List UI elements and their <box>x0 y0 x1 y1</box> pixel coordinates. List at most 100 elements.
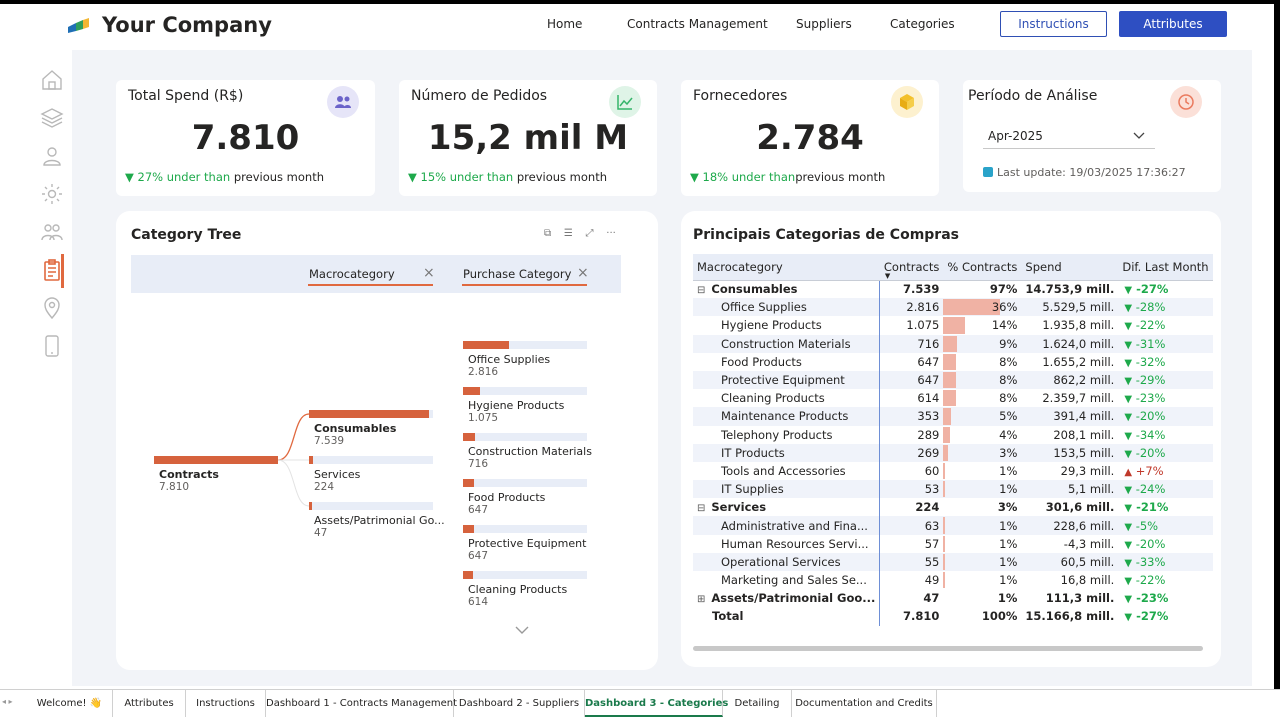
matrix-row[interactable]: Cleaning Products 614 8% 2.359,7 mill. ▼ -23… <box>693 389 1213 408</box>
matrix-row[interactable]: Human Resources Servi... 57 1% -4,3 mill. ▼ … <box>693 534 1213 553</box>
matrix-cell-name: ⊞ Assets/Patrimonial Goo... <box>697 591 876 606</box>
tree-bar <box>463 571 473 579</box>
matrix-cell-spend: 862,2 mill. <box>1021 370 1119 390</box>
remove-level-icon[interactable]: × <box>577 265 589 281</box>
expand-collapse-icon[interactable]: ⊟ <box>697 285 706 297</box>
matrix-cell-contracts: 716 <box>879 334 944 353</box>
period-dropdown[interactable]: Apr-2025 <box>983 123 1155 149</box>
matrix-cell-pct: 3% <box>997 500 1018 515</box>
matrix-row[interactable]: Hygiene Products 1.075 14% 1.935,8 mill. ▼ -… <box>693 316 1213 335</box>
kpi-value: 2.784 <box>756 118 864 158</box>
location-pin-icon[interactable] <box>40 296 64 320</box>
matrix-cell-contracts: 224 <box>879 498 944 517</box>
sort-desc-icon: ▼ <box>884 272 891 280</box>
team-icon[interactable] <box>40 220 64 244</box>
attributes-button[interactable]: Attributes <box>1119 11 1227 37</box>
matrix-cell-spend: 1.935,8 mill. <box>1042 318 1115 333</box>
tab-instructions[interactable]: Instructions <box>186 690 266 717</box>
tab-dashboard-2[interactable]: Dashboard 2 - Suppliers <box>454 690 585 717</box>
nav-suppliers[interactable]: Suppliers <box>796 17 852 31</box>
matrix-row[interactable]: Food Products 647 8% 1.655,2 mill. ▼ -32% <box>693 352 1213 371</box>
matrix-row[interactable]: Telephony Products 289 4% 208,1 mill. ▼ -34% <box>693 425 1213 444</box>
tab-documentation[interactable]: Documentation and Credits <box>792 690 937 717</box>
copy-icon[interactable]: ⧉ <box>544 228 552 239</box>
layers-icon[interactable] <box>40 106 64 130</box>
matrix-group-row[interactable]: ⊟ Services 224 3% 301,6 mill. ▼ -21% <box>693 498 1213 517</box>
matrix-cell-pct: 8% <box>943 370 1022 390</box>
box-icon <box>891 86 923 118</box>
matrix-cell-contracts: 7.539 <box>879 280 944 299</box>
clipboard-icon[interactable] <box>40 258 64 282</box>
nav-categories[interactable]: Categories <box>890 17 955 31</box>
more-options-icon[interactable]: ··· <box>606 228 616 239</box>
expand-collapse-icon[interactable]: ⊞ <box>697 594 706 606</box>
clock-icon <box>1170 86 1202 118</box>
matrix-cell-pct: 1% <box>997 591 1018 606</box>
brand-name: Your Company <box>102 13 272 37</box>
matrix-row[interactable]: Office Supplies 2.816 36% 5.529,5 mill. ▼ -2… <box>693 298 1213 317</box>
focus-mode-icon[interactable]: ⤢ <box>585 228 594 239</box>
matrix-cell-spend: 5,1 mill. <box>1021 480 1119 499</box>
matrix-cell-spend: 2.359,7 mill. <box>1042 391 1115 406</box>
tab-dashboard-3[interactable]: Dashboard 3 - Categories <box>585 690 728 717</box>
col-header-pct-contracts[interactable]: % Contracts <box>943 254 1022 281</box>
nav-home[interactable]: Home <box>547 17 583 31</box>
expand-collapse-icon[interactable]: ⊟ <box>697 503 706 515</box>
home-icon[interactable] <box>40 68 64 92</box>
matrix-cell-name: Cleaning Products <box>721 391 825 406</box>
matrix-cell-spend: -4,3 mill. <box>1063 536 1115 551</box>
matrix-group-row[interactable]: ⊟ Consumables 7.539 97% 14.753,9 mill. ▼ -27% <box>693 280 1213 299</box>
matrix-row[interactable]: Protective Equipment 647 8% 862,2 mill. ▼ -2… <box>693 370 1213 390</box>
matrix-cell-contracts: 55 <box>879 552 944 571</box>
matrix-cell-name: ⊟ Services <box>697 500 767 515</box>
tab-detailing[interactable]: Detailing <box>723 690 792 717</box>
nav-contracts-management[interactable]: Contracts Management <box>627 17 768 31</box>
matrix-cell-spend: 153,5 mill. <box>1021 443 1119 462</box>
matrix-cell-name: Telephony Products <box>721 427 833 442</box>
matrix-row[interactable]: Construction Materials 716 9% 1.624,0 mill.… <box>693 334 1213 353</box>
tab-welcome[interactable]: Welcome! 👋 <box>27 690 113 717</box>
matrix-row[interactable]: Administrative and Fina... 63 1% 228,6 mill… <box>693 516 1213 535</box>
matrix-cell-pct: 1% <box>943 516 1022 535</box>
col-header-macrocategory[interactable]: Macrocategory <box>693 254 880 281</box>
gear-icon[interactable] <box>40 182 64 206</box>
tab-attributes[interactable]: Attributes <box>113 690 186 717</box>
matrix-cell-contracts: 647 <box>879 352 944 371</box>
tree-bar <box>463 433 475 441</box>
matrix-row[interactable]: IT Products 269 3% 153,5 mill. ▼ -20% <box>693 443 1213 462</box>
instructions-button[interactable]: Instructions <box>1000 11 1107 37</box>
mobile-icon[interactable] <box>40 334 64 358</box>
matrix-cell-dif: ▼ -23% <box>1124 591 1169 606</box>
matrix-cell-contracts: 353 <box>879 407 944 426</box>
tab-scroll-arrows[interactable]: ◂ ▸ <box>2 697 13 706</box>
matrix-cell-spend: 228,6 mill. <box>1021 516 1119 535</box>
pct-data-bar <box>943 535 945 552</box>
scroll-down-chevron-icon[interactable] <box>514 625 530 635</box>
horizontal-scrollbar[interactable] <box>693 646 1203 651</box>
col-header-spend[interactable]: Spend <box>1021 254 1119 281</box>
matrix-row[interactable]: IT Supplies 53 1% 5,1 mill. ▼ -24% <box>693 480 1213 499</box>
matrix-row[interactable]: Tools and Accessories 60 1% 29,3 mill. ▲ +7% <box>693 461 1213 481</box>
kpi-title: Número de Pedidos <box>411 88 548 104</box>
line-chart-icon <box>609 86 641 118</box>
col-header-contracts[interactable]: Contracts ▼ <box>879 254 944 281</box>
matrix-cell-name: Maintenance Products <box>693 407 880 426</box>
matrix-row[interactable]: Operational Services 55 1% 60,5 mill. ▼ -33% <box>693 552 1213 571</box>
user-icon[interactable] <box>40 144 64 168</box>
matrix-row[interactable]: Maintenance Products 353 5% 391,4 mill. ▼ -2… <box>693 407 1213 426</box>
matrix-cell-contracts: 60 <box>879 461 944 481</box>
matrix-cell-dif: ▼ -33% <box>1118 552 1213 571</box>
matrix-cell-contracts: 647 <box>879 370 944 390</box>
matrix-total-row[interactable]: Total 7.810 100% 15.166,8 mill. ▼ -27% <box>693 607 1213 626</box>
col-header-dif-last-month[interactable]: Dif. Last Month <box>1118 254 1213 281</box>
tab-dashboard-1[interactable]: Dashboard 1 - Contracts Management <box>266 690 457 717</box>
tree-col-purchase-category[interactable]: Purchase Category <box>463 267 572 281</box>
matrix-group-row[interactable]: ⊞ Assets/Patrimonial Goo... 47 1% 111,3 mill… <box>693 589 1213 608</box>
matrix-row[interactable]: Marketing and Sales Se... 49 1% 16,8 mill. ▼… <box>693 571 1213 590</box>
matrix-cell-name: Marketing and Sales Se... <box>721 573 867 588</box>
matrix-cell-name: Human Resources Servi... <box>721 536 869 551</box>
matrix-cell-spend: 14.753,9 mill. <box>1025 282 1115 297</box>
tree-col-macrocategory[interactable]: Macrocategory <box>309 267 395 281</box>
remove-level-icon[interactable]: × <box>423 265 435 281</box>
filter-icon[interactable]: ☰ <box>563 228 573 239</box>
